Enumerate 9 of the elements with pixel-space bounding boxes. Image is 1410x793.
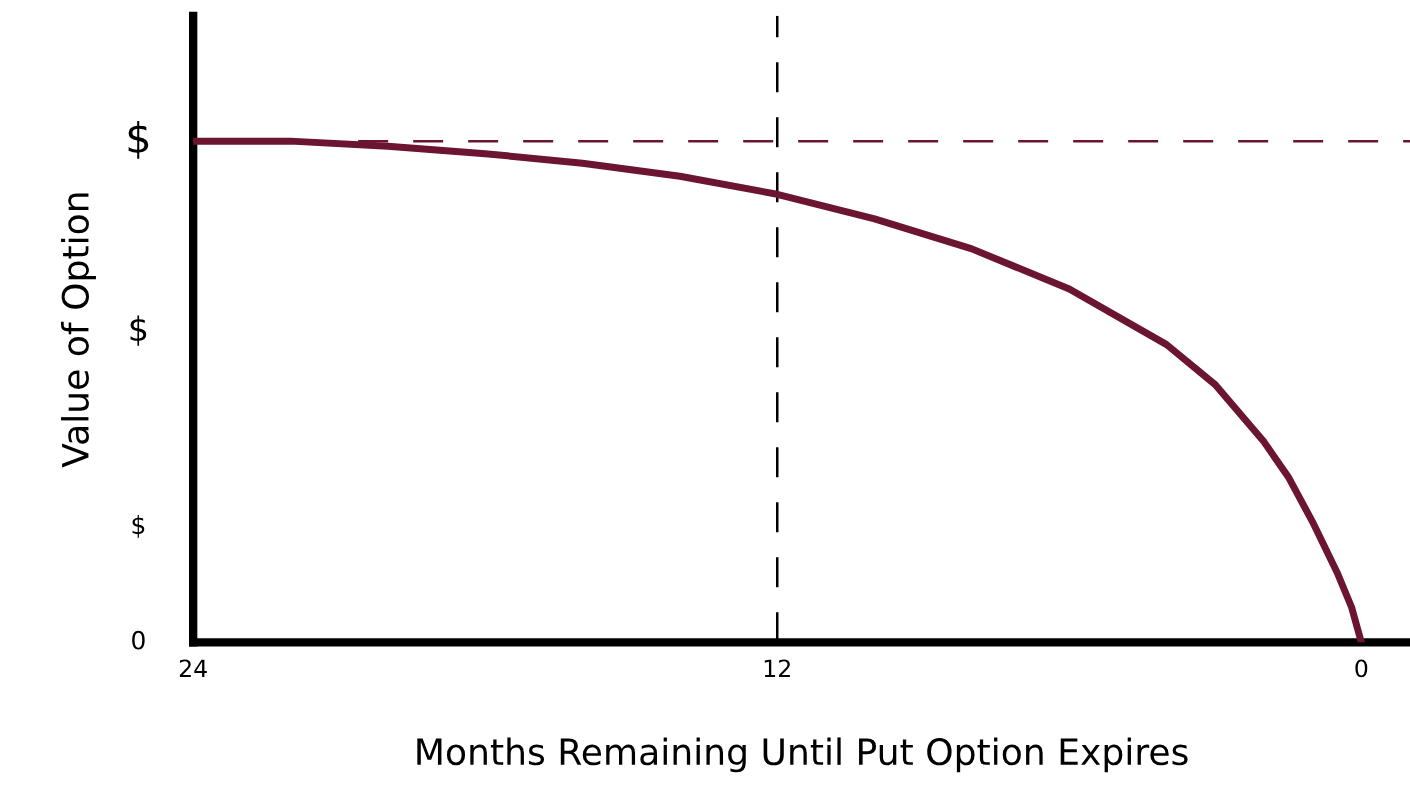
x-tick-label: 0 (1355, 659, 1368, 678)
x-axis-title: Months Remaining Until Put Option Expires (417, 737, 1188, 773)
text: $ (130, 315, 147, 346)
text: 0 (132, 630, 145, 650)
x-tick-label: 12 (764, 659, 790, 677)
y-axis-title: Value of Option (61, 193, 96, 468)
x-tick-label: 24 (179, 659, 207, 677)
text: $ (128, 120, 149, 159)
text: $ (132, 514, 145, 538)
